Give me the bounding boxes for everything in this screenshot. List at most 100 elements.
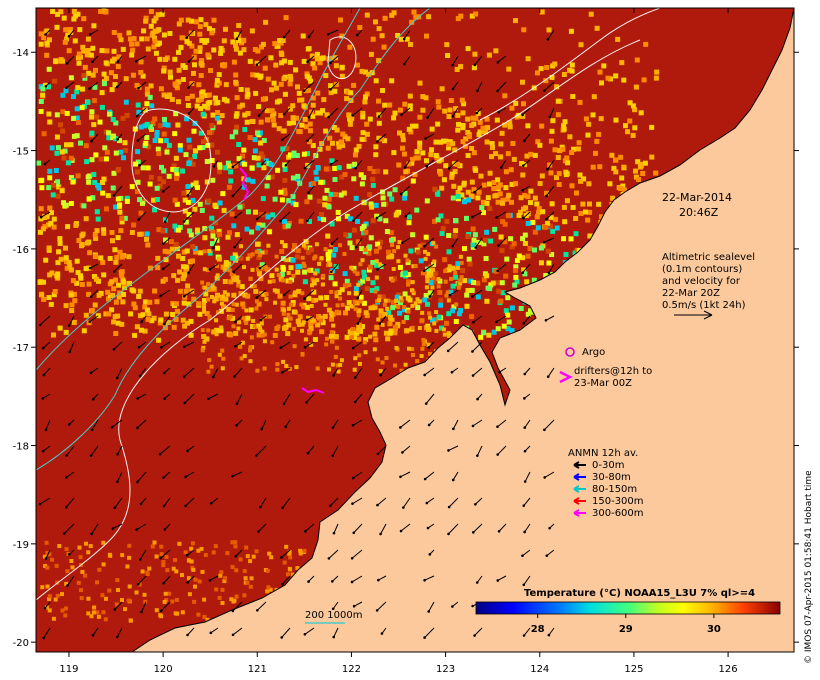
temperature-pixel — [80, 86, 85, 92]
temperature-pixel — [426, 272, 432, 278]
temperature-pixel — [493, 151, 499, 157]
temperature-pixel — [505, 326, 511, 332]
temperature-pixel — [306, 315, 311, 320]
temperature-pixel — [282, 167, 288, 172]
temperature-pixel — [207, 316, 212, 320]
temperature-pixel — [58, 122, 63, 128]
velocity-arrow-head — [260, 162, 264, 166]
temperature-pixel — [621, 77, 627, 83]
temperature-pixel — [452, 147, 458, 153]
temperature-pixel — [216, 256, 222, 262]
temperature-pixel — [76, 51, 82, 57]
temperature-pixel — [296, 323, 301, 327]
temperature-pixel — [328, 90, 334, 96]
velocity-arrow-head — [44, 84, 48, 88]
temperature-pixel — [322, 202, 328, 208]
temperature-pixel — [599, 80, 604, 86]
velocity-arrow-head — [284, 163, 288, 167]
temperature-pixel — [403, 169, 409, 175]
temperature-pixel — [381, 201, 387, 207]
temperature-pixel — [448, 289, 454, 295]
temperature-pixel — [333, 192, 339, 197]
velocity-arrow — [137, 419, 147, 429]
temperature-pixel — [451, 266, 456, 271]
temperature-pixel — [469, 122, 475, 128]
temperature-pixel — [75, 173, 81, 179]
temperature-pixel — [146, 311, 152, 317]
temperature-pixel — [110, 185, 116, 191]
temperature-pixel — [373, 19, 378, 25]
temperature-pixel — [91, 98, 97, 104]
velocity-arrow-head — [212, 246, 215, 250]
temperature-pixel — [467, 261, 473, 267]
temperature-pixel — [314, 242, 319, 247]
temperature-pixel — [215, 245, 221, 251]
temperature-pixel — [87, 250, 93, 256]
temperature-pixel — [186, 160, 192, 166]
altimetry-line-1: Altimetric sealevel — [662, 252, 755, 263]
temperature-pixel — [406, 282, 411, 287]
velocity-arrow-head — [471, 350, 474, 353]
temperature-pixel — [83, 143, 89, 149]
temperature-pixel — [374, 324, 380, 330]
temperature-pixel — [135, 159, 141, 165]
temperature-pixel — [563, 252, 569, 257]
velocity-arrow — [402, 237, 411, 244]
velocity-arrow-head — [523, 530, 526, 534]
velocity-arrow — [234, 315, 243, 323]
temperature-pixel — [72, 13, 78, 19]
temperature-pixel — [103, 617, 108, 622]
temperature-pixel — [333, 81, 339, 87]
temperature-pixel — [203, 22, 209, 28]
temperature-pixel — [103, 75, 109, 81]
temperature-pixel — [168, 74, 173, 80]
temperature-pixel — [464, 292, 470, 298]
temperature-pixel — [565, 160, 571, 166]
temperature-pixel — [50, 9, 56, 14]
temperature-pixel — [55, 11, 61, 17]
temperature-pixel — [180, 573, 184, 577]
velocity-arrow — [330, 263, 339, 273]
temperature-pixel — [300, 328, 304, 333]
temperature-pixel — [478, 334, 484, 340]
temperature-pixel — [459, 97, 465, 103]
temperature-pixel — [196, 548, 201, 553]
temperature-pixel — [331, 125, 337, 130]
temperature-pixel — [286, 312, 291, 317]
lon-tick-label: 125 — [624, 664, 643, 675]
temperature-pixel — [272, 288, 277, 293]
temperature-pixel — [484, 116, 490, 122]
temperature-pixel — [444, 293, 449, 298]
temperature-pixel — [442, 257, 448, 263]
temperature-pixel — [253, 288, 259, 294]
temperature-pixel — [297, 129, 303, 135]
temperature-pixel — [282, 187, 288, 193]
temperature-pixel — [40, 226, 46, 232]
temperature-pixel — [170, 166, 176, 172]
temperature-pixel — [202, 309, 206, 314]
temperature-pixel — [38, 109, 44, 114]
velocity-arrow — [473, 315, 483, 323]
temperature-pixel — [325, 251, 331, 257]
temperature-pixel — [437, 290, 443, 295]
temperature-pixel — [455, 161, 461, 167]
temperature-pixel — [193, 180, 199, 186]
temperature-pixel — [349, 331, 355, 337]
velocity-arrow-head — [91, 60, 94, 64]
temperature-pixel — [501, 323, 507, 329]
temperature-pixel — [548, 223, 554, 229]
velocity-arrow-head — [330, 242, 334, 246]
temperature-pixel — [217, 200, 223, 206]
temperature-pixel — [319, 256, 324, 261]
temperature-pixel — [45, 565, 50, 570]
temperature-pixel — [532, 152, 538, 158]
temperature-pixel — [334, 294, 339, 299]
temperature-pixel — [286, 120, 292, 126]
temperature-pixel — [130, 72, 136, 78]
temperature-pixel — [205, 142, 211, 148]
temperature-pixel — [497, 182, 503, 188]
temperature-pixel — [310, 102, 316, 108]
velocity-arrow — [472, 367, 483, 376]
temperature-pixel — [295, 269, 301, 275]
temperature-pixel — [321, 97, 327, 103]
